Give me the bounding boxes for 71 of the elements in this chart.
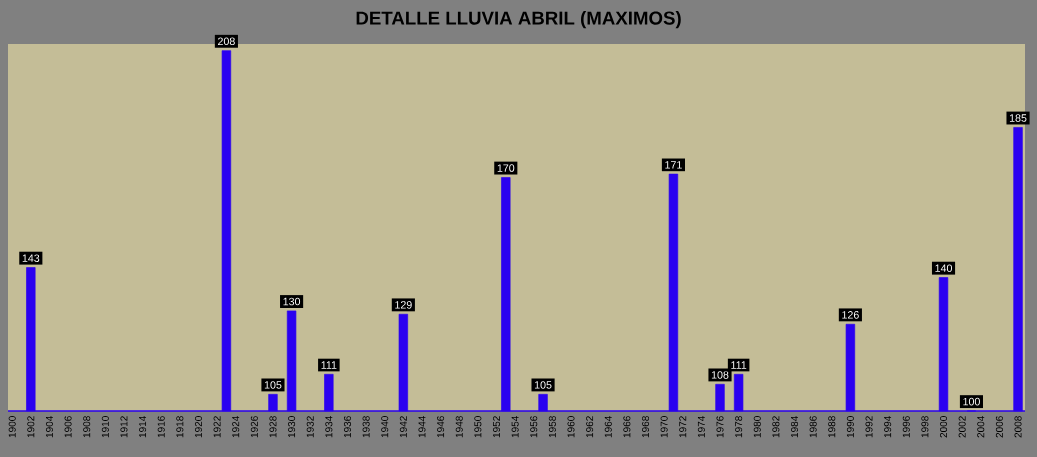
x-tick-label: 1922 bbox=[213, 416, 221, 438]
x-tick-label: 1918 bbox=[176, 416, 184, 438]
x-tick-label: 1906 bbox=[64, 416, 72, 438]
data-label: 171 bbox=[665, 161, 682, 169]
x-tick-label: 1904 bbox=[45, 416, 53, 438]
x-tick-label: 1920 bbox=[194, 416, 203, 438]
x-tick-label: 1982 bbox=[772, 416, 780, 438]
x-tick-label: 1998 bbox=[921, 416, 929, 438]
x-tick-label: 1926 bbox=[250, 416, 258, 438]
data-label: 105 bbox=[264, 381, 282, 389]
x-tick-label: 1976 bbox=[716, 416, 724, 438]
x-tick-label: 1968 bbox=[641, 416, 650, 438]
x-tick-label: 1940 bbox=[381, 416, 389, 438]
data-label: 108 bbox=[711, 371, 729, 379]
data-label: 170 bbox=[497, 164, 515, 172]
x-tick-label: 1914 bbox=[139, 416, 147, 438]
data-label: 130 bbox=[283, 297, 301, 306]
x-tick-label: 1924 bbox=[232, 416, 240, 438]
data-label: 208 bbox=[218, 37, 235, 46]
data-label: 126 bbox=[842, 311, 859, 319]
x-tick-label: 1994 bbox=[884, 416, 892, 438]
data-label: 129 bbox=[395, 301, 412, 309]
data-label: 185 bbox=[1009, 114, 1027, 122]
x-tick-label: 2002 bbox=[958, 416, 966, 438]
x-tick-label: 1930 bbox=[288, 416, 296, 438]
x-tick-label: 1974 bbox=[697, 416, 705, 438]
chart-title: DETALLE LLUVIA ABRIL (MAXIMOS) bbox=[356, 10, 681, 29]
x-tick-label: 1958 bbox=[548, 416, 556, 438]
x-tick-label: 1944 bbox=[418, 416, 426, 438]
x-tick-label: 2000 bbox=[939, 416, 948, 438]
x-tick-label: 1956 bbox=[530, 416, 538, 438]
x-tick-label: 1978 bbox=[735, 416, 743, 438]
x-tick-label: 1946 bbox=[437, 416, 445, 438]
x-tick-label: 1938 bbox=[362, 416, 370, 438]
x-tick-label: 1990 bbox=[846, 416, 854, 438]
x-tick-label: 2008 bbox=[1014, 416, 1022, 438]
x-tick-label: 2006 bbox=[995, 416, 1003, 438]
x-tick-label: 1996 bbox=[902, 416, 910, 438]
data-label: 100 bbox=[963, 397, 980, 406]
x-tick-label: 1902 bbox=[27, 416, 35, 438]
data-label: 143 bbox=[22, 254, 40, 262]
data-label: 140 bbox=[935, 264, 953, 272]
x-tick-label: 1986 bbox=[809, 416, 817, 438]
x-tick-label: 1908 bbox=[83, 416, 91, 438]
x-tick-label: 1972 bbox=[679, 416, 687, 438]
x-tick-label: 1992 bbox=[865, 416, 873, 438]
x-tick-label: 2004 bbox=[977, 416, 985, 438]
x-tick-label: 1948 bbox=[455, 416, 463, 438]
x-tick-label: 1950 bbox=[474, 416, 482, 438]
x-tick-label: 1966 bbox=[623, 416, 631, 438]
x-tick-label: 1988 bbox=[828, 416, 836, 438]
x-tick-label: 1900 bbox=[8, 416, 16, 438]
data-label: 105 bbox=[534, 381, 552, 389]
x-tick-label: 1962 bbox=[586, 416, 594, 438]
x-tick-label: 1910 bbox=[101, 416, 109, 438]
data-label: 111 bbox=[321, 361, 337, 369]
x-tick-label: 1984 bbox=[790, 416, 799, 438]
x-tick-label: 1936 bbox=[343, 416, 352, 438]
data-label: 111 bbox=[731, 361, 747, 369]
x-tick-label: 1942 bbox=[399, 416, 407, 438]
x-tick-label: 1916 bbox=[157, 416, 165, 438]
x-tick-label: 1952 bbox=[492, 416, 501, 438]
x-tick-label: 1934 bbox=[325, 416, 333, 438]
x-tick-label: 1970 bbox=[660, 416, 668, 438]
x-tick-label: 1912 bbox=[120, 416, 128, 438]
x-tick-label: 1954 bbox=[511, 416, 519, 438]
x-tick-label: 1928 bbox=[269, 416, 277, 438]
x-tick-label: 1964 bbox=[604, 416, 612, 438]
x-tick-label: 1932 bbox=[306, 416, 314, 438]
x-tick-label: 1960 bbox=[567, 416, 575, 438]
x-tick-label: 1980 bbox=[753, 416, 761, 438]
